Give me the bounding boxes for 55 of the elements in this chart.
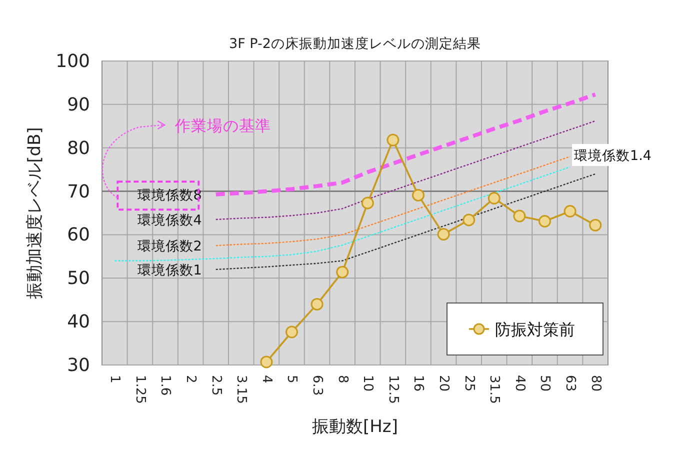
y-tick-label: 90	[67, 94, 90, 116]
x-tick-label: 80	[588, 375, 603, 392]
point	[412, 188, 424, 202]
series-label: 環境係数1.4	[574, 148, 652, 164]
annotation: 作業場の基準	[174, 117, 271, 135]
point	[286, 326, 298, 338]
point	[386, 134, 400, 146]
x-tick-label: 8	[334, 375, 350, 384]
y-tick-label: 30	[67, 355, 90, 376]
series-label: 環境係数2	[137, 238, 202, 255]
x-tick-label: 1.6	[158, 375, 173, 396]
x-tick-label: 2.5	[208, 375, 224, 396]
x-tick-label: 6.3	[309, 375, 325, 396]
y-tick-label: 50	[67, 268, 90, 290]
x-tick-label: 1	[107, 375, 122, 384]
x-tick-label: 5	[284, 375, 300, 384]
y-tick-label: 70	[67, 181, 90, 202]
y-tick-label: 80	[67, 138, 90, 159]
point	[361, 196, 374, 210]
y-tick-label: 60	[67, 224, 90, 246]
legend: 防振対策前	[446, 302, 604, 356]
point	[310, 298, 324, 310]
x-tick-label: 16	[410, 375, 426, 392]
x-tick-label: 20	[436, 375, 452, 392]
x-axis-title: 振動数[Hz]	[312, 417, 398, 437]
y-tick-label: 40	[67, 312, 90, 333]
x-tick-label: 31.5	[486, 375, 502, 404]
point	[462, 214, 476, 226]
x-tick-label: 50	[537, 375, 552, 392]
point	[564, 205, 576, 218]
y-tick-label: 100	[56, 51, 90, 72]
x-tick-label: 1.25	[132, 375, 148, 404]
line-series	[215, 156, 571, 246]
x-tick-label: 25	[461, 375, 476, 392]
point	[538, 215, 551, 228]
point	[260, 356, 273, 368]
series-label: 環境係数1	[137, 262, 202, 278]
legend-label: 防振対策前	[495, 320, 575, 339]
x-tick-label: 3.15	[234, 375, 249, 404]
x-tick-label: 40	[512, 375, 527, 392]
line-series	[215, 173, 596, 270]
y-axis-title: 振動加速度レベル[dB]	[25, 127, 45, 299]
x-tick-label: 4	[258, 375, 274, 384]
chart-title: 3F P-2の床振動加速度レベルの測定結果	[229, 36, 481, 52]
series-label: 環境係数4	[137, 212, 202, 229]
x-tick-label: 2	[182, 375, 198, 384]
point	[488, 192, 500, 204]
x-tick-label: 63	[562, 375, 578, 392]
point	[437, 228, 450, 241]
line-series	[114, 166, 571, 262]
point	[513, 210, 526, 222]
point	[589, 218, 602, 232]
x-tick-label: 10	[360, 375, 376, 392]
x-tick-label: 12.5	[385, 375, 400, 404]
point	[336, 266, 349, 278]
